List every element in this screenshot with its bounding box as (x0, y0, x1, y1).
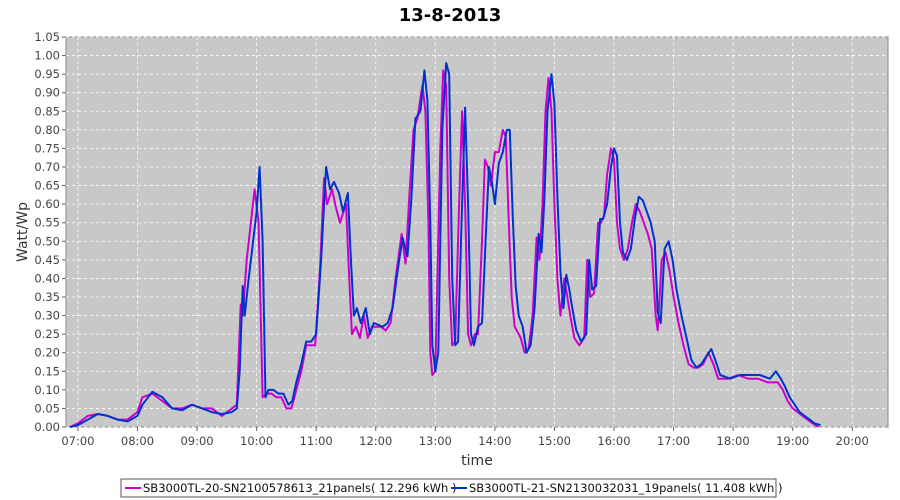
y-tick-label: 0.10 (34, 383, 60, 397)
y-tick-label: 0.30 (34, 309, 60, 323)
y-tick-label: 0.05 (34, 401, 60, 415)
legend-label-series-2: SB3000TL-21-SN2130032031_19panels( 11.40… (469, 481, 782, 495)
y-tick-label: 0.25 (34, 327, 60, 341)
x-tick-label: 08:00 (121, 434, 154, 448)
x-tick-label: 09:00 (180, 434, 213, 448)
x-tick-label: 15:00 (538, 434, 571, 448)
y-tick-label: 1.00 (34, 49, 60, 63)
x-tick-label: 14:00 (478, 434, 511, 448)
y-axis-ticks: 0.00 0.05 0.10 0.15 0.20 0.25 0.30 0.35 0.40 0.45… (34, 30, 66, 434)
y-tick-label: 0.00 (34, 420, 60, 434)
series-line-1 (69, 69, 820, 428)
grid-lines (66, 36, 888, 428)
y-tick-label: 0.45 (34, 253, 60, 267)
y-tick-label: 0.80 (34, 123, 60, 137)
y-tick-label: 0.70 (34, 160, 60, 174)
series-line-2 (69, 62, 821, 428)
y-tick-label: 0.95 (34, 67, 60, 81)
x-tick-label: 10:00 (240, 434, 273, 448)
legend: SB3000TL-20-SN2100578613_21panels( 12.29… (120, 478, 782, 498)
legend-box (120, 478, 777, 498)
y-tick-label: 0.40 (34, 271, 60, 285)
x-tick-label: 13:00 (419, 434, 452, 448)
x-axis-ticks: 07:00 08:00 09:00 10:00 11:00 12:00 13:00 14:00… (61, 427, 869, 448)
chart-title: 13-8-2013 (399, 5, 502, 26)
x-tick-label: 18:00 (717, 434, 750, 448)
x-axis-label: time (461, 453, 493, 469)
y-tick-label: 0.85 (34, 104, 60, 118)
y-tick-label: 0.50 (34, 234, 60, 248)
y-tick-label: 1.05 (34, 30, 60, 44)
y-tick-label: 0.90 (34, 86, 60, 100)
series-layer (69, 62, 821, 428)
x-tick-label: 11:00 (300, 434, 333, 448)
x-tick-label: 20:00 (836, 434, 869, 448)
legend-label-series-1: SB3000TL-20-SN2100578613_21panels( 12.29… (143, 481, 456, 495)
x-tick-label: 16:00 (597, 434, 630, 448)
x-tick-label: 12:00 (359, 434, 392, 448)
plot-area (65, 36, 889, 428)
y-tick-label: 0.60 (34, 197, 60, 211)
x-tick-label: 17:00 (657, 434, 690, 448)
y-tick-label: 0.75 (34, 141, 60, 155)
x-tick-label: 19:00 (776, 434, 809, 448)
y-tick-label: 0.55 (34, 216, 60, 230)
y-tick-label: 0.20 (34, 346, 60, 360)
y-axis-label: Watt/Wp (15, 202, 31, 262)
y-tick-label: 0.15 (34, 364, 60, 378)
x-tick-label: 07:00 (61, 434, 94, 448)
y-tick-label: 0.35 (34, 290, 60, 304)
y-tick-label: 0.65 (34, 179, 60, 193)
